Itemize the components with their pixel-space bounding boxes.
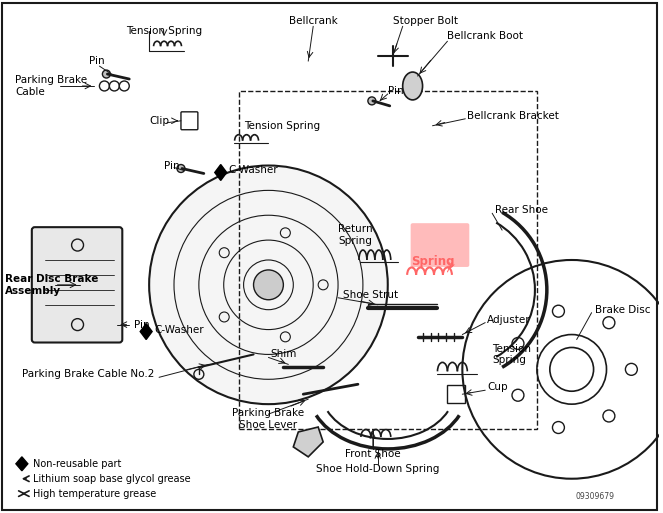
Bar xyxy=(239,91,537,429)
Text: Brake Disc: Brake Disc xyxy=(595,305,650,314)
Polygon shape xyxy=(215,165,227,181)
Text: Bellcrank Bracket: Bellcrank Bracket xyxy=(467,111,559,121)
Text: Pin: Pin xyxy=(164,161,180,170)
Text: Bellcrank: Bellcrank xyxy=(289,16,337,26)
Text: Front Shoe: Front Shoe xyxy=(345,449,400,459)
Text: Shoe Hold-Down Spring: Shoe Hold-Down Spring xyxy=(316,464,440,474)
Text: Stopper Bolt: Stopper Bolt xyxy=(392,16,457,26)
Circle shape xyxy=(177,165,185,172)
Circle shape xyxy=(368,97,376,105)
FancyBboxPatch shape xyxy=(410,223,469,267)
Text: Lithium soap base glycol grease: Lithium soap base glycol grease xyxy=(32,473,190,484)
Text: Clip: Clip xyxy=(149,116,169,126)
Text: Rear Shoe: Rear Shoe xyxy=(495,205,548,215)
Text: C-Washer: C-Washer xyxy=(229,166,278,175)
Text: Return
Spring: Return Spring xyxy=(338,224,373,246)
Polygon shape xyxy=(140,324,152,340)
Text: C-Washer: C-Washer xyxy=(154,325,204,334)
Text: Pin: Pin xyxy=(388,86,403,96)
Text: High temperature grease: High temperature grease xyxy=(32,489,156,499)
Text: Shoe Strut: Shoe Strut xyxy=(343,290,398,300)
Text: Rear Disc Brake
Assembly: Rear Disc Brake Assembly xyxy=(5,274,98,295)
Text: Pin: Pin xyxy=(90,56,105,66)
Text: Pin: Pin xyxy=(134,320,150,330)
Polygon shape xyxy=(16,457,28,471)
Text: Parking Brake
Shoe Lever: Parking Brake Shoe Lever xyxy=(233,408,304,430)
Bar xyxy=(448,385,465,403)
Text: Tension Spring: Tension Spring xyxy=(126,26,202,36)
Circle shape xyxy=(149,166,388,404)
Polygon shape xyxy=(293,427,323,457)
Text: Tension Spring: Tension Spring xyxy=(243,121,320,131)
Text: Parking Brake Cable No.2: Parking Brake Cable No.2 xyxy=(22,369,154,379)
Text: Cup: Cup xyxy=(487,382,508,392)
FancyBboxPatch shape xyxy=(32,227,122,343)
Text: Parking Brake
Cable: Parking Brake Cable xyxy=(15,75,87,97)
Text: Shim: Shim xyxy=(271,349,297,360)
Text: Tension
Spring: Tension Spring xyxy=(492,344,531,365)
Text: Spring: Spring xyxy=(411,255,454,268)
Text: Bellcrank Boot: Bellcrank Boot xyxy=(448,31,523,41)
Text: 09309679: 09309679 xyxy=(575,492,615,501)
Circle shape xyxy=(102,70,110,78)
Text: Non-reusable part: Non-reusable part xyxy=(32,459,121,469)
Ellipse shape xyxy=(402,72,422,100)
Text: Adjuster: Adjuster xyxy=(487,314,531,325)
Circle shape xyxy=(253,270,283,300)
